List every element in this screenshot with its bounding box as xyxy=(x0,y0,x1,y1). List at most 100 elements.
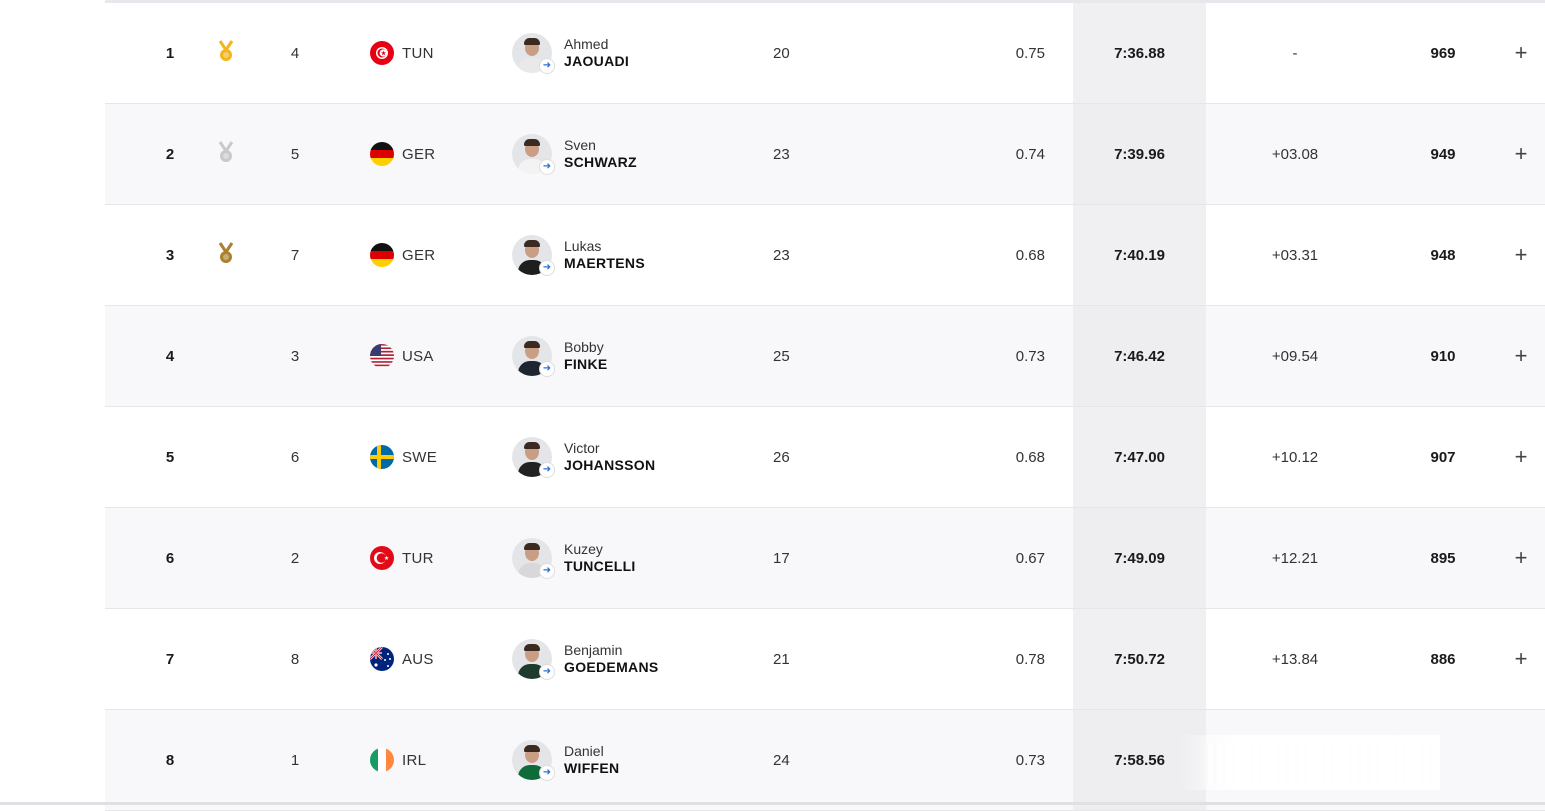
points: 910 xyxy=(1430,347,1456,365)
points: 949 xyxy=(1430,145,1456,163)
profile-link-icon[interactable]: ➜ xyxy=(540,463,554,477)
table-row: 4 3 USA ➜ Bobby FINKE 25 0.73 7:46.42 +09.54 910 + xyxy=(105,306,1545,407)
nation-code: IRL xyxy=(402,751,427,769)
athlete-last-name[interactable]: SCHWARZ xyxy=(564,154,637,170)
athlete-last-name[interactable]: GOEDEMANS xyxy=(564,659,659,675)
flag-icon xyxy=(370,748,394,772)
rank: 5 xyxy=(165,448,175,466)
profile-link-icon[interactable]: ➜ xyxy=(540,362,554,376)
athlete-last-name[interactable]: FINKE xyxy=(564,356,608,372)
athlete[interactable]: ➜ Bobby FINKE xyxy=(512,306,752,406)
final-time: 7:49.09 xyxy=(1073,508,1206,608)
profile-link-icon[interactable]: ➜ xyxy=(540,261,554,275)
time-behind: +03.31 xyxy=(1271,246,1319,264)
nation-code: USA xyxy=(402,347,434,365)
reaction-time: 0.75 xyxy=(1015,44,1045,62)
lane-number: 6 xyxy=(290,448,300,466)
expand-row-button[interactable]: + xyxy=(1514,242,1528,267)
profile-link-icon[interactable]: ➜ xyxy=(540,665,554,679)
profile-link-icon[interactable]: ➜ xyxy=(540,59,554,73)
nation: TUR xyxy=(370,508,480,608)
age: 23 xyxy=(773,246,790,264)
expand-row-button[interactable]: + xyxy=(1514,545,1528,570)
silver-medal-icon xyxy=(217,141,235,167)
medal-cell xyxy=(213,205,239,305)
reaction-time: 0.78 xyxy=(1015,650,1045,668)
points: 969 xyxy=(1430,44,1456,62)
athlete-last-name[interactable]: JOHANSSON xyxy=(564,457,656,473)
lane-number: 7 xyxy=(290,246,300,264)
nation: TUN xyxy=(370,3,480,103)
flag-icon xyxy=(370,243,394,267)
athlete-last-name[interactable]: JAOUADI xyxy=(564,53,630,69)
athlete[interactable]: ➜ Benjamin GOEDEMANS xyxy=(512,609,752,709)
nation-code: SWE xyxy=(402,448,438,466)
nation: SWE xyxy=(370,407,480,507)
athlete-last-name[interactable]: TUNCELLI xyxy=(564,558,636,574)
reaction-time: 0.67 xyxy=(1015,549,1045,567)
reaction-time: 0.74 xyxy=(1015,145,1045,163)
flag-icon xyxy=(370,41,394,65)
results-table: 1 4 TUN ➜ Ahmed JAOUADI 20 0.75 7:36.88 - 969 +2 5 GE… xyxy=(105,0,1545,811)
athlete-first-name: Benjamin xyxy=(564,642,623,658)
profile-link-icon[interactable]: ➜ xyxy=(540,564,554,578)
athlete-first-name: Kuzey xyxy=(564,541,603,557)
profile-link-icon[interactable]: ➜ xyxy=(540,160,554,174)
reaction-time: 0.68 xyxy=(1015,448,1045,466)
athlete-first-name: Bobby xyxy=(564,339,604,355)
age: 21 xyxy=(773,650,790,668)
age: 24 xyxy=(773,751,790,769)
age: 17 xyxy=(773,549,790,567)
athlete[interactable]: ➜ Ahmed JAOUADI xyxy=(512,3,752,103)
final-time: 7:36.88 xyxy=(1073,3,1206,103)
expand-row-button[interactable]: + xyxy=(1514,40,1528,65)
scroll-fade-overlay xyxy=(1180,735,1440,790)
points: 895 xyxy=(1430,549,1456,567)
time-behind: +13.84 xyxy=(1271,650,1319,668)
gold-medal-icon xyxy=(217,40,235,66)
rank: 2 xyxy=(165,145,175,163)
expand-row-button[interactable]: + xyxy=(1514,646,1528,671)
final-time: 7:39.96 xyxy=(1073,104,1206,204)
table-row: 5 6 SWE ➜ Victor JOHANSSON 26 0.68 7:47.00 +10.12… xyxy=(105,407,1545,508)
flag-icon xyxy=(370,445,394,469)
bronze-medal-icon xyxy=(217,242,235,268)
reaction-time: 0.73 xyxy=(1015,751,1045,769)
expand-row-button[interactable]: + xyxy=(1514,141,1528,166)
medal-cell xyxy=(213,508,239,608)
nation-code: TUN xyxy=(402,44,434,62)
table-row: 1 4 TUN ➜ Ahmed JAOUADI 20 0.75 7:36.88 - 969 + xyxy=(105,3,1545,104)
nation: GER xyxy=(370,205,480,305)
table-row: 6 2 TUR ➜ Kuzey TUNCELLI 17 0.67 7:49.09 +12.21 89… xyxy=(105,508,1545,609)
expand-row-button[interactable]: + xyxy=(1514,444,1528,469)
nation-code: AUS xyxy=(402,650,434,668)
final-time: 7:47.00 xyxy=(1073,407,1206,507)
rank: 4 xyxy=(165,347,175,365)
athlete-first-name: Victor xyxy=(564,440,600,456)
table-row: 3 7 GER ➜ Lukas MAERTENS 23 0.68 7:40.19 +03.31 94… xyxy=(105,205,1545,306)
athlete-avatar[interactable] xyxy=(512,134,552,174)
athlete[interactable]: ➜ Daniel WIFFEN xyxy=(512,710,752,810)
time-behind: +09.54 xyxy=(1271,347,1319,365)
time-behind: - xyxy=(1292,44,1298,62)
athlete-avatar[interactable] xyxy=(512,235,552,275)
time-behind: +12.21 xyxy=(1271,549,1319,567)
athlete-first-name: Ahmed xyxy=(564,36,609,52)
profile-link-icon[interactable]: ➜ xyxy=(540,766,554,780)
athlete[interactable]: ➜ Kuzey TUNCELLI xyxy=(512,508,752,608)
athlete[interactable]: ➜ Lukas MAERTENS xyxy=(512,205,752,305)
athlete[interactable]: ➜ Victor JOHANSSON xyxy=(512,407,752,507)
medal-cell xyxy=(213,710,239,810)
age: 23 xyxy=(773,145,790,163)
nation-code: GER xyxy=(402,145,436,163)
rank: 1 xyxy=(165,44,175,62)
athlete-last-name[interactable]: WIFFEN xyxy=(564,760,620,776)
rank: 8 xyxy=(165,751,175,769)
athlete[interactable]: ➜ Sven SCHWARZ xyxy=(512,104,752,204)
expand-row-button[interactable]: + xyxy=(1514,343,1528,368)
points: 886 xyxy=(1430,650,1456,668)
points: 948 xyxy=(1430,246,1456,264)
age: 20 xyxy=(773,44,790,62)
athlete-last-name[interactable]: MAERTENS xyxy=(564,255,645,271)
final-time: 7:46.42 xyxy=(1073,306,1206,406)
